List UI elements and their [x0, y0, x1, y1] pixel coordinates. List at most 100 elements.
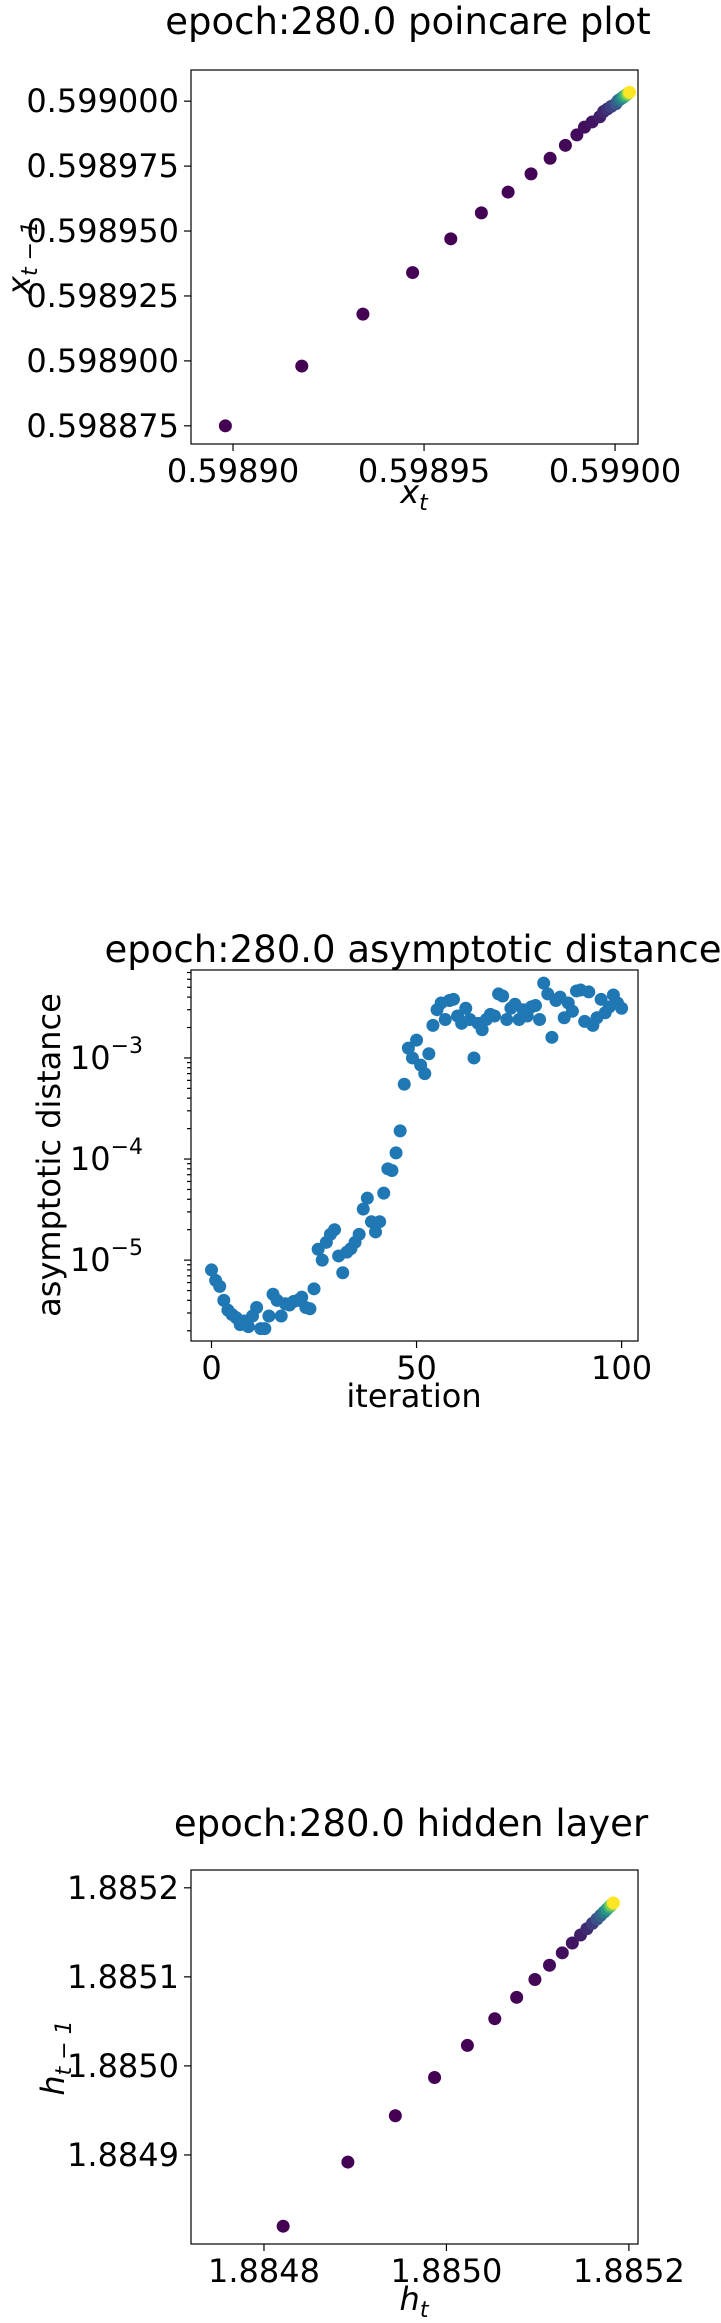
chart1-title: epoch:280.0 poincare plot — [165, 0, 651, 43]
scatter-point — [258, 1322, 272, 1336]
scatter-point — [410, 1033, 424, 1047]
scatter-point — [565, 1936, 579, 1950]
scatter-point — [385, 1164, 399, 1178]
scatter-point — [274, 1309, 288, 1323]
chart1-x-ticks: 0.59890 0.59895 0.59900 — [167, 444, 681, 490]
x-tick-label: 0.59890 — [167, 452, 299, 490]
y-tick-label: 10−5 — [70, 1236, 143, 1279]
y-tick-label: 1.8850 — [67, 2047, 179, 2085]
scatter-point — [393, 1124, 407, 1138]
chart3-plot-area — [276, 1896, 620, 2233]
y-tick-label: 1.8849 — [67, 2136, 179, 2174]
scatter-point — [241, 1320, 255, 1334]
scatter-point — [606, 1896, 620, 1910]
chart1-y-label: xt − 1 — [0, 221, 43, 296]
scatter-point — [528, 1973, 542, 1987]
chart1-y-ticks: 0.598875 0.598900 0.598925 0.598950 0.598975… — [26, 82, 191, 445]
x-tick-label: 1.8848 — [208, 2252, 320, 2290]
chart2-title: epoch:280.0 asymptotic distance — [104, 928, 721, 971]
x-tick-label: 1.8852 — [573, 2252, 685, 2290]
scatter-point — [217, 1293, 231, 1307]
scatter-point — [315, 1253, 329, 1267]
scatter-point — [205, 1263, 219, 1277]
scatter-point — [558, 138, 572, 152]
scatter-point — [401, 1041, 415, 1055]
scatter-point — [510, 1990, 524, 2004]
scatter-point — [467, 1051, 481, 1065]
scatter-point — [555, 1946, 569, 1960]
scatter-point — [438, 1013, 452, 1027]
scatter-point — [356, 1202, 370, 1216]
scatter-point — [524, 167, 538, 181]
scatter-point — [501, 185, 515, 199]
y-tick-label: 10−4 — [70, 1135, 143, 1178]
chart3-y-label: ht − 1 — [34, 2020, 77, 2095]
y-tick-label: 0.599000 — [26, 82, 179, 120]
y-tick-label: 1.8851 — [67, 1958, 179, 1996]
poincare-chart: epoch:280.0 poincare plot 0.59890 0.59895… — [0, 0, 681, 516]
scatter-point — [460, 2038, 474, 2052]
x-tick-label: 0.59895 — [358, 452, 490, 490]
x-tick-label: 0.59900 — [549, 452, 681, 490]
scatter-point — [373, 1215, 387, 1229]
chart1-axes-frame — [190, 69, 639, 445]
chart2-axes-frame — [190, 969, 639, 1342]
scatter-point — [623, 85, 637, 99]
scatter-point — [488, 2012, 502, 2026]
x-tick-label: 1.8850 — [390, 2252, 502, 2290]
scatter-point — [218, 419, 232, 433]
scatter-point — [213, 1279, 227, 1293]
scatter-point — [496, 989, 510, 1003]
scatter-point — [428, 2070, 442, 2084]
scatter-point — [250, 1300, 264, 1314]
scatter-point — [543, 151, 557, 165]
scatter-point — [276, 2219, 290, 2233]
scatter-point — [543, 1958, 557, 1972]
scatter-point — [475, 1023, 489, 1037]
scatter-point — [341, 2155, 355, 2169]
y-tick-label: 1.8852 — [67, 1869, 179, 1907]
y-tick-label: 0.598925 — [26, 277, 179, 315]
chart3-title: epoch:280.0 hidden layer — [174, 1802, 649, 1845]
y-tick-label: 10−3 — [70, 1034, 143, 1077]
chart2-x-ticks: 0 50 100 — [201, 1341, 652, 1387]
scatter-point — [388, 2109, 402, 2123]
chart3-y-ticks: 1.8849 1.8850 1.8851 1.8852 — [67, 1869, 191, 2174]
scatter-point — [262, 1309, 276, 1323]
scatter-point — [328, 1223, 342, 1237]
scatter-point — [537, 976, 551, 990]
scatter-point — [352, 1227, 366, 1241]
scatter-point — [397, 1077, 411, 1091]
scatter-point — [426, 1018, 440, 1032]
scatter-point — [528, 999, 542, 1013]
scatter-point — [446, 992, 460, 1006]
scatter-point — [422, 1047, 436, 1061]
x-tick-label: 0 — [201, 1349, 221, 1387]
scatter-point — [444, 232, 458, 246]
scatter-point — [533, 1013, 547, 1027]
x-tick-label: 100 — [591, 1349, 652, 1387]
scatter-point — [356, 307, 370, 321]
scatter-point — [303, 1302, 317, 1316]
scatter-point — [336, 1266, 350, 1280]
scatter-point — [459, 1001, 473, 1015]
scatter-point — [406, 266, 420, 280]
scatter-point — [369, 1225, 383, 1239]
scatter-point — [418, 1067, 432, 1081]
scatter-point — [295, 359, 309, 373]
scatter-point — [594, 992, 608, 1006]
scatter-point — [615, 1001, 629, 1015]
scatter-point — [487, 1009, 501, 1023]
y-tick-label: 0.598975 — [26, 147, 179, 185]
scatter-point — [582, 985, 596, 999]
y-tick-label: 0.598900 — [26, 342, 179, 380]
scatter-point — [377, 1186, 391, 1200]
scatter-point — [474, 206, 488, 220]
scatter-point — [307, 1282, 321, 1296]
scatter-point — [389, 1146, 403, 1160]
chart2-y-ticks: 10−5 10−4 10−3 — [70, 971, 191, 1332]
chart2-x-label: iteration — [346, 1377, 481, 1415]
chart2-plot-area — [205, 976, 629, 1336]
y-tick-label: 0.598950 — [26, 212, 179, 250]
